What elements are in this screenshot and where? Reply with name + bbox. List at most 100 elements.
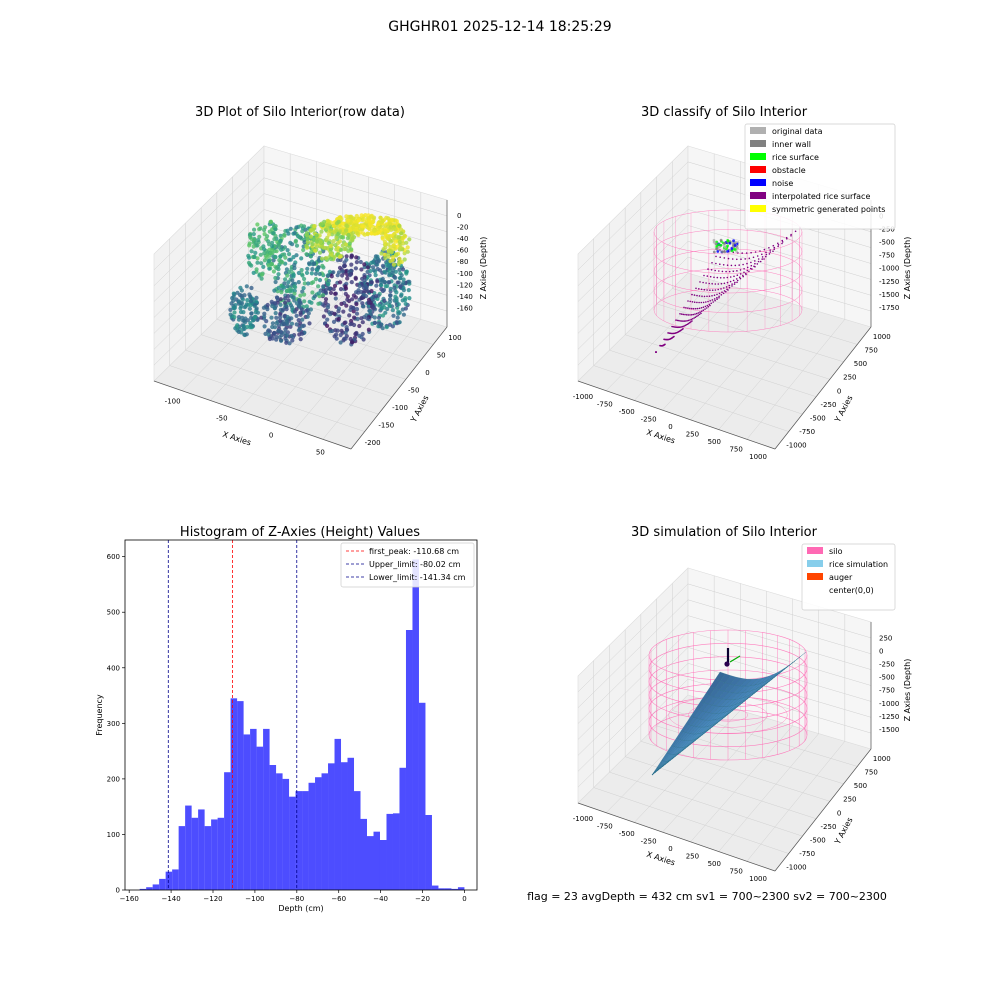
raw-data-point: [300, 317, 305, 322]
interpolated-surface-point: [742, 274, 744, 277]
interpolated-surface-point: [707, 305, 710, 308]
raw-data-point: [264, 319, 269, 324]
raw-data-point: [316, 284, 321, 289]
grid-line: [577, 193, 872, 302]
raw-data-point: [286, 298, 291, 303]
histogram-bar: [431, 885, 439, 890]
interpolated-surface-point: [751, 268, 753, 270]
interpolated-surface-point: [765, 255, 767, 258]
raw-data-point: [256, 238, 261, 243]
interpolated-surface-point: [745, 252, 748, 254]
raw-data-point: [292, 262, 297, 268]
raw-data-point: [332, 230, 337, 235]
interpolated-surface-point: [700, 307, 703, 309]
interpolated-surface-point: [694, 307, 697, 310]
grid-line: [634, 710, 741, 823]
y-tick-label: 600: [107, 553, 120, 561]
interpolated-surface-point: [687, 300, 689, 302]
interpolated-surface-point: [691, 293, 693, 296]
interpolated-surface-point: [692, 307, 695, 310]
raw-data-point: [372, 228, 377, 233]
histogram-bar: [334, 738, 342, 890]
raw-data-point: [380, 236, 385, 241]
raw-data-point: [370, 260, 375, 265]
interpolated-surface-point: [673, 335, 675, 338]
raw-data-point: [302, 224, 307, 229]
raw-data-point: [401, 312, 406, 317]
raw-data-point: [398, 246, 403, 251]
raw-data-point: [346, 218, 351, 223]
classified-point: [726, 244, 729, 248]
raw-data-point: [340, 269, 345, 274]
raw-data-point: [393, 275, 398, 280]
y-tick-label: -150: [378, 421, 394, 429]
raw-data-point: [272, 305, 277, 311]
raw-data-point: [371, 268, 376, 273]
interpolated-surface-point: [699, 281, 701, 283]
raw-data-point: [382, 298, 387, 303]
raw-data-point: [326, 273, 331, 278]
classified-point: [715, 247, 719, 250]
raw-data-point: [355, 231, 360, 236]
histogram-bar: [204, 826, 212, 890]
raw-data-point: [319, 229, 324, 234]
interpolated-surface-point: [713, 298, 716, 300]
histogram-bar: [438, 888, 445, 890]
raw-data-point: [324, 308, 329, 313]
interpolated-surface-point: [759, 250, 761, 252]
raw-data-point: [373, 273, 378, 278]
interpolated-surface-point: [700, 312, 702, 315]
raw-data-point: [299, 307, 304, 312]
interpolated-surface-point: [722, 292, 725, 295]
panel4-axes-box: [577, 567, 872, 872]
raw-data-point: [401, 288, 406, 293]
raw-data-point: [362, 232, 367, 237]
raw-data-point: [269, 315, 274, 320]
raw-data-point: [402, 257, 407, 262]
x-tick-label: -100: [165, 398, 181, 406]
interpolated-surface-point: [698, 307, 701, 310]
raw-data-point: [351, 309, 356, 314]
raw-data-point: [349, 280, 354, 285]
raw-data-point: [253, 250, 258, 255]
raw-data-point: [304, 270, 310, 275]
interpolated-surface-point: [708, 303, 711, 306]
raw-data-point: [357, 323, 362, 329]
classified-point: [721, 250, 724, 254]
interpolated-surface-point: [742, 263, 744, 266]
interpolated-surface-point: [731, 285, 733, 287]
y-tick-label: 0: [837, 387, 841, 395]
interpolated-surface-point: [699, 311, 701, 313]
grid-line: [662, 295, 767, 411]
raw-data-point: [399, 273, 404, 278]
raw-data-point: [257, 234, 262, 239]
grid-line: [577, 209, 872, 318]
panel2-zlabel: Z Axies (Depth): [903, 237, 912, 300]
raw-data-point: [388, 266, 393, 271]
panel1-xlabel: X Axies: [221, 430, 252, 448]
raw-data-point: [394, 298, 399, 303]
raw-data-point: [274, 249, 279, 254]
interpolated-surface-point: [685, 307, 687, 309]
classified-point: [733, 247, 736, 251]
raw-data-point: [388, 239, 393, 244]
classified-point: [726, 250, 729, 253]
raw-data-point: [278, 254, 283, 259]
interpolated-surface-point: [683, 320, 686, 322]
histogram-bar: [412, 559, 419, 890]
interpolated-surface-point: [736, 270, 738, 272]
legend-label: noise: [772, 179, 793, 188]
z-tick-label: -140: [457, 293, 473, 301]
raw-data-point: [376, 259, 381, 264]
panel1-ylabel: Y Axies: [409, 394, 431, 425]
raw-data-point: [352, 322, 357, 328]
raw-data-point: [311, 280, 316, 285]
raw-data-point: [328, 256, 334, 261]
interpolated-surface-point: [721, 291, 723, 294]
histogram-bar: [243, 734, 251, 890]
z-tick-label: -20: [457, 224, 468, 232]
raw-data-point: [287, 252, 292, 257]
raw-data-point: [274, 321, 279, 326]
interpolated-surface-point: [781, 241, 784, 243]
